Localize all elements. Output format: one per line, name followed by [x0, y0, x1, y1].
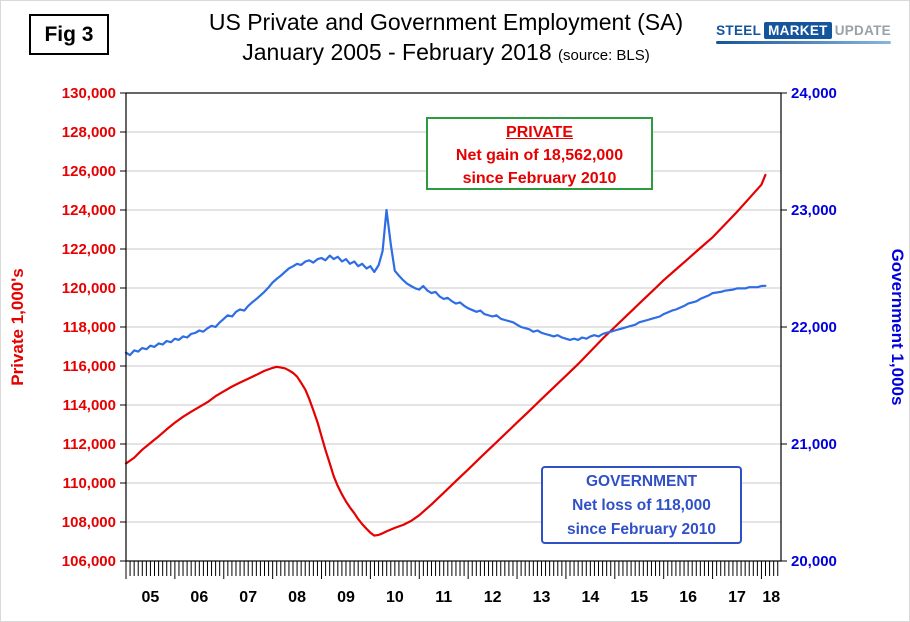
government-annotation-line1: Net loss of 118,000: [572, 497, 711, 514]
left-axis-tick-label: 114,000: [63, 397, 116, 414]
x-axis-year-label: 16: [679, 589, 697, 606]
x-axis-year-label: 14: [581, 589, 599, 606]
private-annotation-line2: since February 2010: [462, 170, 617, 187]
right-axis-title: Government 1,000s: [888, 249, 907, 406]
government-annotation-title: GOVERNMENT: [585, 473, 698, 490]
x-axis-year-label: 07: [239, 589, 257, 606]
series-line-private: [124, 173, 767, 537]
chart-title-line2: January 2005 - February 2018 (source: BL…: [116, 37, 776, 71]
x-axis-year-label: 09: [337, 589, 355, 606]
x-axis-year-label: 10: [386, 589, 404, 606]
right-axis-tick-label: 20,000: [791, 553, 837, 570]
left-axis-tick-label: 106,000: [62, 553, 116, 570]
private-annotation-line1: Net gain of 18,562,000: [455, 147, 624, 164]
logo-update-text: UPDATE: [834, 23, 891, 38]
series-line-government: [124, 208, 767, 357]
left-axis-tick-label: 112,000: [63, 436, 116, 453]
left-axis-tick-label: 126,000: [62, 163, 116, 180]
private-annotation-box: PRIVATE Net gain of 18,562,000 since Feb…: [426, 117, 653, 190]
x-axis-year-label: 12: [484, 589, 502, 606]
right-axis-tick-label: 22,000: [791, 319, 837, 336]
x-axis-year-label: 08: [288, 589, 306, 606]
left-axis-tick-label: 108,000: [62, 514, 116, 531]
x-axis-year-label: 06: [190, 589, 208, 606]
logo-steel-text: STEEL: [716, 23, 762, 38]
logo-underline: [716, 41, 891, 44]
figure-number-box: Fig 3: [29, 14, 109, 55]
chart-subtitle: January 2005 - February 2018: [242, 39, 552, 65]
chart-title: US Private and Government Employment (SA…: [116, 7, 776, 71]
x-axis-year-label: 11: [435, 589, 452, 606]
left-axis-tick-label: 128,000: [62, 124, 116, 141]
x-axis-year-label: 05: [142, 589, 160, 606]
plot-border: [125, 92, 782, 562]
x-axis-year-label: 17: [728, 589, 746, 606]
left-axis-tick-label: 120,000: [62, 280, 116, 297]
left-axis-tick-label: 124,000: [62, 202, 116, 219]
left-axis-title: Private 1,000's: [8, 268, 27, 385]
right-axis-tick-label: 23,000: [791, 202, 837, 219]
logo-market-text: MARKET: [764, 22, 832, 39]
x-axis-year-label: 15: [630, 589, 648, 606]
left-axis-tick-label: 118,000: [63, 319, 116, 336]
chart-title-line1: US Private and Government Employment (SA…: [208, 9, 684, 35]
government-annotation-line2: since February 2010: [566, 521, 717, 538]
right-axis-tick-label: 21,000: [791, 436, 837, 453]
left-axis-tick-label: 116,000: [63, 358, 116, 375]
x-axis-year-label: 13: [533, 589, 551, 606]
steel-market-update-logo: STEEL MARKET UPDATE: [716, 22, 891, 44]
left-axis-tick-label: 110,000: [63, 475, 116, 492]
right-axis-tick-label: 24,000: [791, 85, 837, 102]
chart-source: (source: BLS): [558, 47, 650, 64]
private-annotation-title: PRIVATE: [506, 124, 573, 141]
x-axis-year-label: 18: [762, 589, 780, 606]
left-axis-tick-label: 122,000: [62, 241, 116, 258]
government-annotation-box: GOVERNMENT Net loss of 118,000 since Feb…: [541, 466, 742, 544]
left-axis-tick-label: 130,000: [62, 85, 116, 102]
